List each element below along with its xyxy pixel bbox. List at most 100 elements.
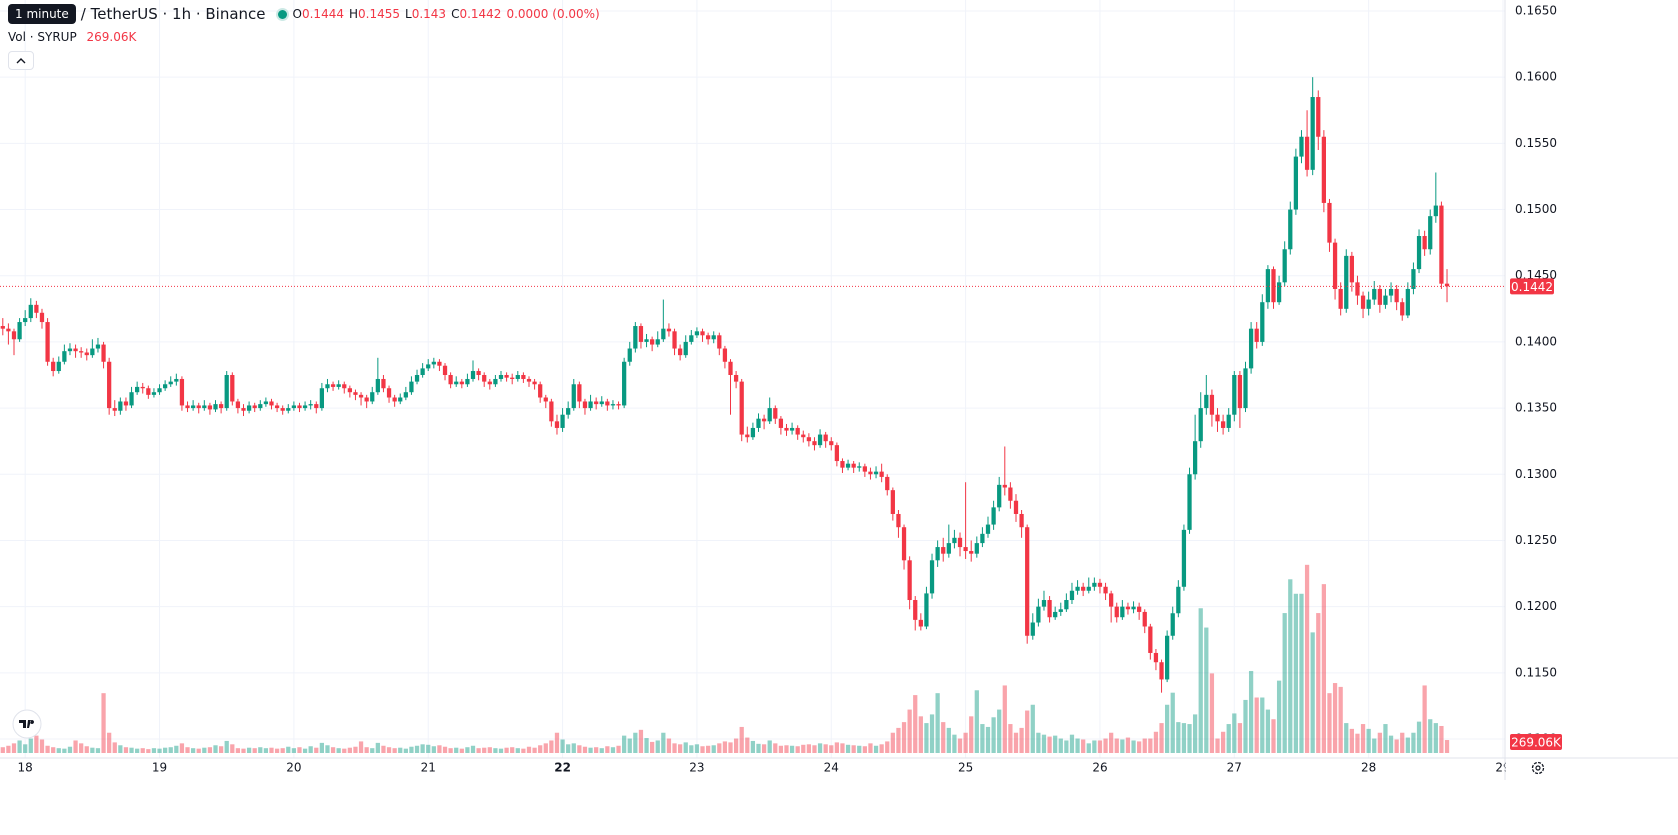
settings-icon[interactable] <box>1531 761 1545 775</box>
candle-body <box>913 600 918 620</box>
low-label: L <box>405 7 412 21</box>
volume-bar <box>1237 723 1243 753</box>
volume-bar <box>857 745 862 753</box>
x-tick-label: 28 <box>1361 761 1376 775</box>
candle-body <box>151 392 157 395</box>
candle-body <box>1439 205 1444 284</box>
volume-bar <box>84 746 89 753</box>
candle-body <box>426 364 431 369</box>
candle-body <box>1360 295 1366 309</box>
x-tick-label: 18 <box>18 761 33 775</box>
volume-bar <box>789 745 795 753</box>
candle-body <box>336 384 341 387</box>
volume-bar <box>498 748 504 753</box>
volume-bar <box>1439 725 1444 753</box>
volume-bar <box>370 748 375 753</box>
candle-body <box>319 388 324 409</box>
candle-body <box>1165 635 1170 680</box>
volume-bar <box>1114 738 1119 753</box>
volume-bar <box>1008 724 1013 753</box>
volume-bar <box>1064 740 1069 753</box>
volume-bar <box>1332 683 1338 753</box>
candle-body <box>885 476 890 491</box>
candle-body <box>403 392 408 398</box>
price-tag <box>1510 278 1554 295</box>
candle-body <box>252 405 257 409</box>
volume-bar <box>985 726 991 753</box>
volume-bar <box>342 748 347 753</box>
candle-body <box>1187 474 1192 530</box>
candle-body <box>101 344 106 362</box>
volume-bar <box>330 747 336 753</box>
candle-body <box>941 547 946 554</box>
volume-bar <box>291 748 297 753</box>
volume-bar <box>862 746 867 753</box>
candle-body <box>594 401 599 405</box>
candle-body <box>118 401 123 411</box>
volume-bar <box>23 744 28 753</box>
candle-body <box>1153 652 1159 663</box>
volume-bar <box>700 746 705 753</box>
candle-body <box>487 381 492 385</box>
candle-body <box>1097 582 1103 587</box>
volume-bar <box>129 747 134 753</box>
price-axis <box>1505 0 1678 835</box>
volume-bar <box>101 693 106 753</box>
candle-body <box>95 344 101 349</box>
candle-body <box>666 328 672 332</box>
volume-bar <box>599 748 604 753</box>
volume-bar <box>470 745 476 753</box>
price-tag-label: 0.1442 <box>1511 280 1553 294</box>
logo-mark <box>19 720 35 728</box>
volume-bar <box>817 743 823 753</box>
candle-body <box>756 418 761 428</box>
candle-body <box>1433 205 1438 217</box>
candle-body <box>823 434 828 442</box>
y-tick-label: 0.1550 <box>1515 136 1557 150</box>
volume-value: 269.06K <box>86 30 137 44</box>
candle-body <box>358 394 364 398</box>
volume-bar <box>1192 714 1198 753</box>
volume-bar <box>202 747 207 753</box>
volume-bar <box>896 727 901 753</box>
volume-bar <box>420 744 425 753</box>
candle-body <box>207 405 213 410</box>
candle-body <box>0 326 5 329</box>
symbol[interactable]: / TetherUS · 1h · Binance <box>80 5 266 23</box>
candle-body <box>342 384 347 389</box>
candle-body <box>1120 606 1125 618</box>
candle-body <box>980 533 985 544</box>
candle-body <box>370 392 375 402</box>
candle-body <box>409 381 414 393</box>
candle-body <box>1366 299 1371 309</box>
candle-body <box>840 461 845 468</box>
volume-bar <box>733 738 739 753</box>
volume-bar <box>672 743 677 753</box>
candle-body <box>1148 626 1153 653</box>
candle-body <box>1092 582 1097 587</box>
volume-bar <box>17 740 22 753</box>
candle-body <box>1103 586 1108 594</box>
candle-body <box>1344 255 1349 309</box>
volume-bar <box>952 734 957 753</box>
candle-body <box>135 386 140 393</box>
volume-bar <box>1304 564 1310 753</box>
volume-bar <box>386 747 392 753</box>
candle-body <box>325 384 330 389</box>
volume-bar <box>1137 741 1142 753</box>
candle-body <box>862 466 867 472</box>
low-value: 0.143 <box>411 7 447 21</box>
candle-body <box>274 405 280 409</box>
collapse-button[interactable] <box>8 51 34 70</box>
candle-body <box>51 361 56 372</box>
candle-body <box>705 335 711 340</box>
volume-bar <box>1053 735 1058 753</box>
volume-bar <box>543 743 548 753</box>
volume-bar <box>465 747 470 753</box>
volume-bar <box>381 745 386 753</box>
volume-bar <box>392 748 397 753</box>
volume-bar <box>554 732 560 753</box>
candle-body <box>498 375 504 379</box>
candle-body <box>1405 288 1410 316</box>
volume-bar <box>756 743 761 753</box>
